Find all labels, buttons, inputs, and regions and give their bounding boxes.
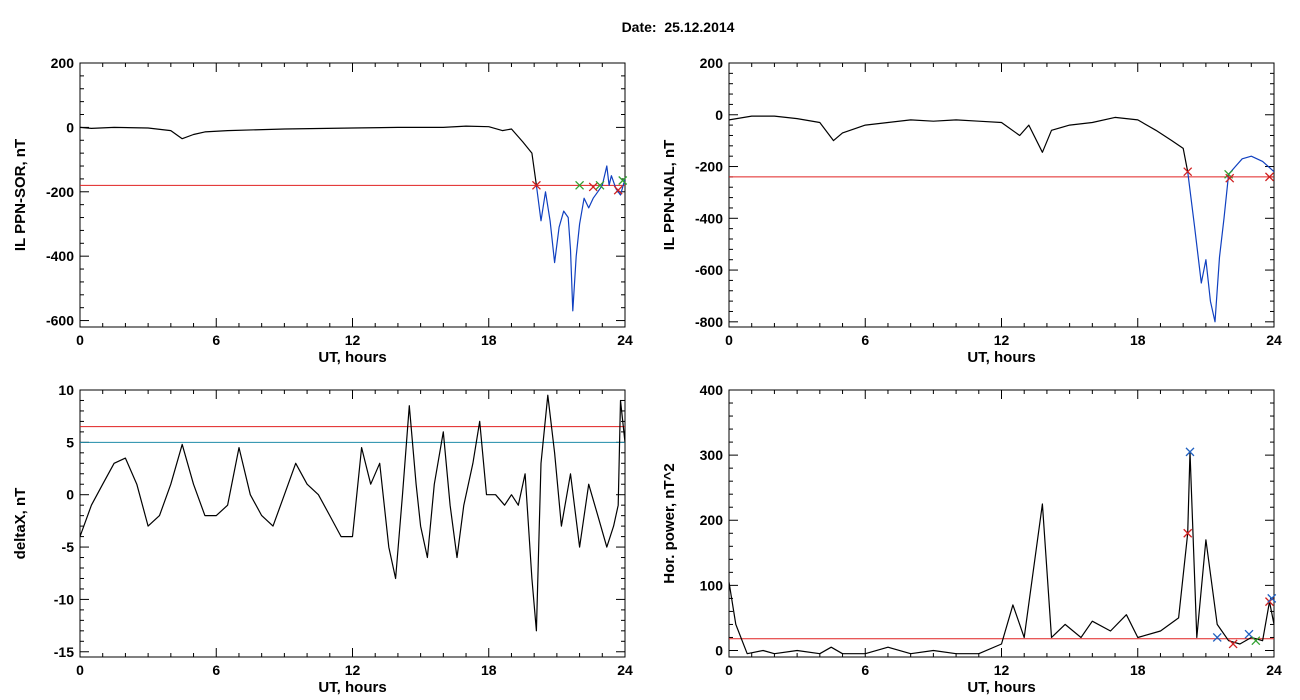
- date-label: Date:: [621, 19, 657, 35]
- y-tick-label: 400: [700, 382, 724, 398]
- y-tick-label: 200: [700, 512, 724, 528]
- data-series-line: [535, 165, 625, 312]
- event-marker: [1212, 633, 1222, 642]
- y-axis-label: IL PPN-NAL, nT: [661, 140, 678, 251]
- x-tick-label: 18: [481, 332, 497, 348]
- plot-frame: [728, 62, 1275, 328]
- event-marker: [588, 182, 598, 192]
- x-tick-label: 24: [1266, 332, 1282, 348]
- y-tick-label: -10: [54, 591, 74, 607]
- x-tick-label: 0: [76, 332, 84, 348]
- data-series-line: [80, 394, 625, 632]
- data-series-line: [80, 125, 537, 186]
- x-tick-label: 24: [1266, 662, 1282, 678]
- event-marker: [1264, 172, 1274, 182]
- y-tick-label: 100: [700, 577, 724, 593]
- data-series-line: [1187, 155, 1274, 323]
- event-marker: [531, 180, 541, 190]
- y-tick-label: -800: [695, 314, 723, 330]
- y-tick-label: 5: [66, 434, 74, 450]
- plot-frame: [79, 62, 626, 328]
- x-tick-label: 18: [1130, 332, 1146, 348]
- x-tick-label: 6: [212, 662, 220, 678]
- x-tick-label: 24: [617, 332, 633, 348]
- y-tick-label: -600: [46, 313, 74, 329]
- panel-ppn-nal: 0 6 12 18 24 200 0 -200 -400 -600 -800 UT, hours IL …: [661, 55, 1282, 366]
- data-series-line: [729, 451, 1274, 655]
- data-series-line: [729, 115, 1189, 172]
- x-tick-label: 6: [861, 332, 869, 348]
- event-marker: [1251, 636, 1261, 646]
- y-tick-label: -600: [695, 262, 723, 278]
- x-tick-label: 12: [345, 332, 361, 348]
- plot-frame: [79, 389, 626, 658]
- y-tick-label: 0: [66, 119, 74, 135]
- event-marker: [1225, 173, 1235, 183]
- y-tick-label: 0: [715, 642, 723, 658]
- event-marker: [1185, 447, 1195, 457]
- event-marker: [618, 176, 628, 185]
- event-marker: [1228, 639, 1238, 649]
- y-tick-label: 200: [700, 55, 724, 71]
- x-tick-label: 0: [725, 662, 733, 678]
- x-tick-label: 18: [1130, 662, 1146, 678]
- y-tick-label: 10: [58, 382, 74, 398]
- event-marker: [1183, 528, 1193, 538]
- y-axis-label: IL PPN-SOR, nT: [12, 139, 29, 251]
- x-tick-label: 12: [994, 662, 1010, 678]
- event-marker: [595, 180, 605, 190]
- event-marker: [575, 180, 585, 190]
- y-tick-label: -200: [46, 184, 74, 200]
- event-marker: [1183, 167, 1193, 177]
- x-axis-label: UT, hours: [967, 679, 1035, 696]
- y-tick-label: -15: [54, 644, 74, 660]
- y-tick-label: -5: [62, 539, 75, 555]
- y-tick-label: -400: [695, 210, 723, 226]
- page-title: Date: 25.12.2014: [0, 19, 1300, 35]
- x-axis-label: UT, hours: [318, 679, 386, 696]
- date-value: 25.12.2014: [664, 19, 735, 35]
- y-axis-label: deltaX, nT: [12, 488, 29, 560]
- y-tick-label: 0: [66, 487, 74, 503]
- y-tick-label: -400: [46, 248, 74, 264]
- y-tick-label: 200: [51, 55, 75, 71]
- x-tick-label: 6: [861, 662, 869, 678]
- x-axis-label: UT, hours: [967, 349, 1035, 366]
- x-tick-label: 18: [481, 662, 497, 678]
- event-marker: [1267, 593, 1277, 603]
- event-marker: [613, 185, 623, 195]
- y-tick-label: 300: [700, 447, 724, 463]
- x-tick-label: 6: [212, 332, 220, 348]
- y-tick-label: -200: [695, 159, 723, 175]
- panel-deltax: 0 6 12 18 24 10 5 0 -5 -10 -15 UT, hours deltaX, nT: [12, 382, 633, 696]
- x-tick-label: 0: [76, 662, 84, 678]
- x-tick-label: 24: [617, 662, 633, 678]
- x-axis-label: UT, hours: [318, 349, 386, 366]
- panel-hor-power: 0 6 12 18 24 400 300 200 100 0 UT, hours Hor. power…: [661, 382, 1282, 696]
- panel-ppn-sor: 0 6 12 18 24 200 0 -200 -400 -600 UT, hours IL PPN-…: [12, 55, 633, 366]
- y-tick-label: 0: [715, 107, 723, 123]
- x-tick-label: 0: [725, 332, 733, 348]
- x-tick-label: 12: [994, 332, 1010, 348]
- x-tick-label: 12: [345, 662, 361, 678]
- y-axis-label: Hor. power, nT^2: [661, 463, 678, 583]
